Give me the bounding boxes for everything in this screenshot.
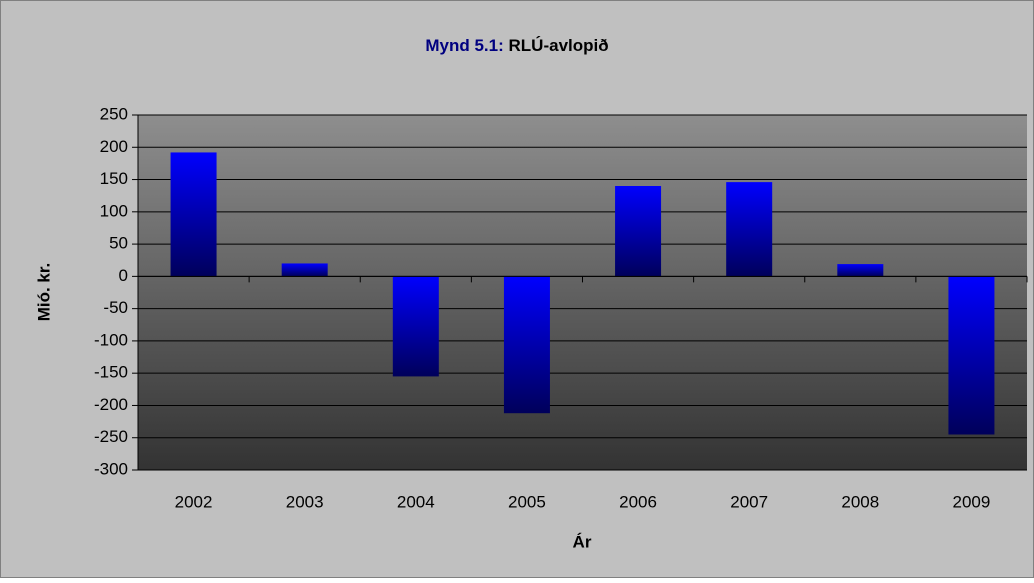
y-tick-label: 150 — [100, 169, 128, 188]
y-tick-label: -50 — [103, 298, 128, 317]
bar — [281, 263, 328, 277]
y-tick-label: 50 — [109, 234, 128, 253]
bar — [503, 276, 550, 414]
x-tick-label: 2004 — [397, 492, 435, 511]
bar — [170, 152, 217, 277]
y-tick-label: -200 — [94, 395, 128, 414]
bar — [726, 182, 773, 277]
bar — [615, 186, 662, 277]
x-tick-label: 2008 — [841, 492, 879, 511]
x-tick-label: 2009 — [953, 492, 991, 511]
x-tick-label: 2005 — [508, 492, 546, 511]
y-tick-label: 0 — [119, 266, 128, 285]
y-tick-label: 250 — [100, 104, 128, 123]
y-tick-label: 100 — [100, 201, 128, 220]
x-tick-label: 2007 — [730, 492, 768, 511]
bar — [392, 276, 439, 377]
chart-title: Mynd 5.1: RLÚ-avlopið — [425, 36, 608, 55]
title-label: Mynd 5.1: — [425, 36, 503, 55]
y-tick-label: 200 — [100, 137, 128, 156]
y-axis-title: Mió. kr. — [34, 263, 53, 322]
x-axis-title: Ár — [573, 532, 592, 551]
y-tick-label: -250 — [94, 427, 128, 446]
x-tick-label: 2003 — [286, 492, 324, 511]
y-tick-label: -100 — [94, 330, 128, 349]
x-tick-label: 2006 — [619, 492, 657, 511]
bar — [837, 264, 884, 277]
x-tick-label: 2002 — [175, 492, 213, 511]
bar — [948, 276, 995, 435]
title-text: RLÚ-avlopið — [509, 36, 609, 55]
y-tick-label: -300 — [94, 459, 128, 478]
plot-area — [138, 115, 1027, 470]
y-tick-label: -150 — [94, 363, 128, 382]
